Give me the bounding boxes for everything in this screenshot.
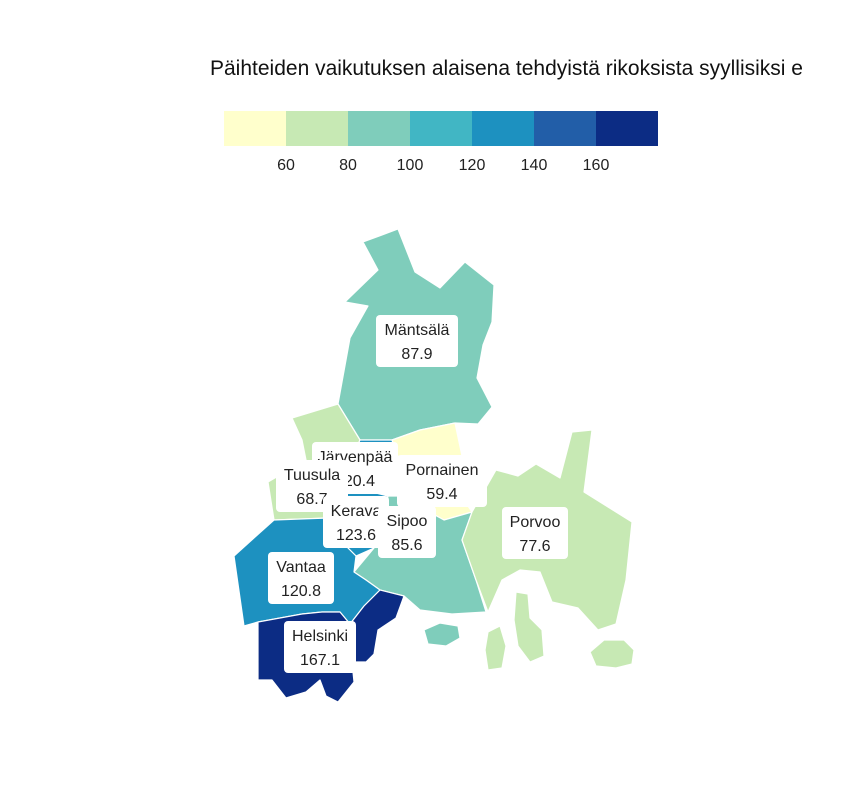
- legend-swatch-4: [472, 111, 534, 146]
- region-label-box: [378, 506, 436, 558]
- region-porvoo-island-3: [589, 639, 635, 669]
- region-porvoo-island-1: [484, 625, 507, 671]
- region-value: 87.9: [401, 346, 432, 363]
- legend-tick-label: 140: [521, 157, 548, 174]
- region-name: Kerava: [331, 503, 382, 520]
- region-label-box: [284, 621, 356, 673]
- legend-swatch-2: [348, 111, 410, 146]
- legend-swatch-1: [286, 111, 348, 146]
- legend-swatch-6: [596, 111, 658, 146]
- region-label: Kerava 123.6: [323, 496, 389, 548]
- region-label-box: [268, 552, 334, 604]
- region-value: 77.6: [519, 538, 550, 555]
- region-name: Sipoo: [387, 513, 428, 530]
- region-value: 120.8: [281, 583, 321, 600]
- region-label-box: [397, 455, 487, 507]
- region-value: 59.4: [426, 486, 457, 503]
- region-name: Mäntsälä: [385, 322, 450, 339]
- region-value: 68.7: [296, 491, 327, 508]
- region-label: Sipoo 85.6: [378, 506, 436, 558]
- region-label-box: [323, 496, 389, 548]
- map-title: Päihteiden vaikutuksen alaisena tehdyist…: [210, 57, 803, 80]
- region-label: Vantaa 120.8: [268, 552, 334, 604]
- legend-tick-label: 160: [583, 157, 610, 174]
- region-name: Vantaa: [276, 559, 326, 576]
- region-label: Pornainen 59.4: [397, 455, 487, 507]
- legend-tick-label: 80: [339, 157, 357, 174]
- region-label-box: [502, 507, 568, 559]
- region-name: Tuusula: [284, 467, 340, 484]
- region-sipoo-island: [423, 622, 461, 647]
- legend-swatch-0: [224, 111, 286, 146]
- region-name: Pornainen: [406, 462, 479, 479]
- legend-tick-label: 120: [459, 157, 486, 174]
- region-label: Mäntsälä 87.9: [376, 315, 458, 367]
- legend-tick-label: 100: [397, 157, 424, 174]
- region-label: Helsinki 167.1: [284, 621, 356, 673]
- region-value: 123.6: [336, 527, 376, 544]
- region-value: 85.6: [391, 537, 422, 554]
- region-porvoo-island-2: [513, 591, 545, 663]
- region-label-box: [376, 315, 458, 367]
- legend-swatch-5: [534, 111, 596, 146]
- legend-swatch-3: [410, 111, 472, 146]
- region-label: Porvoo 77.6: [502, 507, 568, 559]
- legend-tick-label: 60: [277, 157, 295, 174]
- color-legend: 60 80 100 120 140 160: [224, 111, 658, 174]
- region-name: Porvoo: [510, 514, 561, 531]
- region-value: 167.1: [300, 652, 340, 669]
- region-name: Helsinki: [292, 628, 348, 645]
